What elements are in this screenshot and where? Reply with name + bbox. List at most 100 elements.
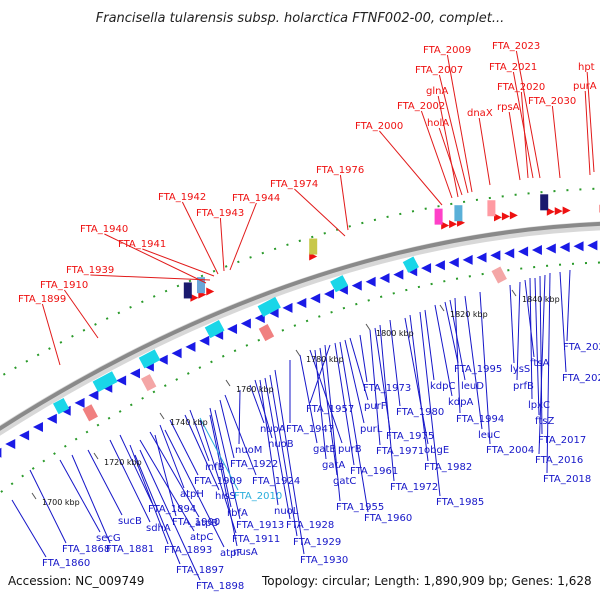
forward-gene-label[interactable]: FTA_1940	[80, 224, 128, 235]
reverse-gene-label[interactable]: FTA_1893	[164, 545, 212, 556]
reverse-gene-label[interactable]: infB	[205, 462, 225, 473]
forward-gene-label[interactable]: FTA_2021	[489, 62, 537, 73]
forward-gene-label[interactable]: FTA_2030	[528, 96, 576, 107]
reverse-gene-label[interactable]: FTA_1955	[336, 502, 384, 513]
highlighted-gene-label[interactable]: FTA_2010	[234, 491, 282, 502]
reverse-gene-label[interactable]: lpxC	[528, 400, 550, 411]
reverse-gene-arrow	[504, 248, 514, 258]
reverse-gene-label[interactable]: FTA_1972	[390, 482, 438, 493]
reverse-gene-label[interactable]: atpH	[180, 489, 204, 500]
reverse-gene-label[interactable]: FTA_1911	[232, 534, 280, 545]
gene-block	[454, 205, 462, 221]
reverse-gene-label[interactable]: gatB	[313, 444, 336, 455]
reverse-gene-label[interactable]: FTA_1924	[252, 476, 300, 487]
reverse-gene-label[interactable]: ftsZ	[535, 416, 554, 427]
reverse-gene-label[interactable]: nusA	[233, 547, 258, 558]
reverse-gene-label[interactable]: FTA_1982	[424, 462, 472, 473]
reverse-gene-label[interactable]: FTA_1957	[306, 404, 354, 415]
reverse-gene-arrow	[366, 277, 376, 287]
reverse-gene-label[interactable]: FTA_1909	[194, 476, 242, 487]
reverse-gene-label[interactable]: atpC	[190, 532, 213, 543]
reverse-gene-label[interactable]: FTA_1881	[106, 544, 154, 555]
reverse-gene-label[interactable]: FTA_1930	[300, 555, 348, 566]
reverse-gene-label[interactable]: secG	[96, 533, 121, 544]
reverse-gene-label[interactable]: rbfA	[227, 508, 248, 519]
reverse-gene-label[interactable]: FTA_1973	[363, 383, 411, 394]
reverse-gene-label[interactable]: purB	[338, 444, 362, 455]
reverse-gene-label[interactable]: FTA_1913	[236, 520, 284, 531]
forward-gene-label[interactable]: FTA_1942	[158, 192, 206, 203]
reverse-gene-label[interactable]: FTA_2018	[543, 474, 591, 485]
reverse-gene-label[interactable]: FTA_1868	[62, 544, 110, 555]
forward-gene-label[interactable]: FTA_2007	[415, 65, 463, 76]
forward-gene-label[interactable]: FTA_2009	[423, 45, 471, 56]
forward-gene-label[interactable]: FTA_2002	[397, 101, 445, 112]
forward-gene-label[interactable]: dnaX	[467, 108, 493, 119]
forward-gene-label[interactable]: FTA_1944	[232, 193, 280, 204]
reverse-gene-label[interactable]: FTA_2022	[562, 373, 600, 384]
reverse-gene-label[interactable]: FTA_1928	[286, 520, 334, 531]
forward-gene-label[interactable]: FTA_1899	[18, 294, 66, 305]
reverse-gene-label[interactable]: prfB	[513, 381, 534, 392]
reverse-gene-label[interactable]: FTA_1975	[386, 431, 434, 442]
forward-gene-label[interactable]: holA	[427, 118, 449, 129]
reverse-gene-label[interactable]: FTA_1947	[286, 424, 334, 435]
reverse-gene-label[interactable]: FTA_1995	[454, 364, 502, 375]
reverse-gene-label[interactable]: purF	[364, 401, 387, 412]
forward-gene-label[interactable]: FTA_1943	[196, 208, 244, 219]
reverse-gene-label[interactable]: lysS	[510, 364, 530, 375]
reverse-gene-arrow	[282, 303, 292, 313]
reverse-gene-label[interactable]: FTA_1922	[230, 459, 278, 470]
reverse-gene-label[interactable]: kdpC	[430, 381, 455, 392]
reverse-gene-label[interactable]: gatC	[333, 476, 356, 487]
reverse-gene-label[interactable]: FTA_1980	[396, 407, 444, 418]
reverse-gene-label[interactable]: leuC	[478, 430, 500, 441]
reverse-gene-label[interactable]: FTA_2016	[535, 455, 583, 466]
reverse-gene-arrow	[310, 293, 320, 303]
reverse-gene-label[interactable]: FTA_1900	[172, 517, 220, 528]
reverse-gene-label[interactable]: FTA_2017	[538, 435, 586, 446]
forward-gene-label[interactable]: glnA	[426, 86, 448, 97]
forward-gene-label[interactable]: FTA_2023	[492, 41, 540, 52]
reverse-gene-label[interactable]: FTA_1971	[376, 446, 424, 457]
reverse-gene-label[interactable]: FTA_1898	[196, 581, 244, 592]
forward-gene-label[interactable]: FTA_1974	[270, 179, 318, 190]
reverse-gene-label[interactable]: ftsA	[530, 358, 549, 369]
forward-gene-label[interactable]: FTA_1910	[40, 280, 88, 291]
gene-labels: FTA_1899 FTA_1910 FTA_1939 FTA_1941 FTA_1940…	[18, 41, 600, 592]
reverse-gene-label[interactable]: FTA_1897	[176, 565, 224, 576]
reverse-gene-label[interactable]: FTA_1960	[364, 513, 412, 524]
reverse-gene-label[interactable]: hisS	[215, 491, 236, 502]
forward-gene-label[interactable]: FTA_2020	[497, 82, 545, 93]
reverse-gene-label[interactable]: FTA_1894	[148, 504, 196, 515]
reverse-gene-label[interactable]: kdpA	[448, 397, 473, 408]
reverse-gene-label[interactable]: sdhA	[146, 523, 171, 534]
reverse-gene-label[interactable]: nuoM	[235, 445, 262, 456]
forward-gene-label[interactable]: hpt	[578, 62, 595, 73]
forward-gene-label[interactable]: FTA_1939	[66, 265, 114, 276]
reverse-gene-label[interactable]: nuoB	[268, 439, 294, 450]
forward-gene-label[interactable]: purA	[573, 81, 597, 92]
reverse-gene-label[interactable]: FTA_1860	[42, 558, 90, 569]
reverse-gene-arrow	[435, 260, 445, 270]
kbp-tick-mark	[94, 453, 98, 459]
reverse-gene-label[interactable]: obgE	[424, 445, 449, 456]
reverse-gene-label[interactable]: purL	[360, 424, 383, 435]
reverse-gene-label[interactable]: FTA_2004	[486, 445, 534, 456]
forward-gene-label[interactable]: FTA_2000	[355, 121, 403, 132]
reverse-gene-label[interactable]: gatA	[322, 460, 345, 471]
reverse-gene-label[interactable]: nuoL	[274, 506, 299, 517]
reverse-gene-label[interactable]: leuD	[461, 381, 484, 392]
reverse-gene-label[interactable]: FTA_2024	[563, 342, 600, 353]
reverse-gene-label[interactable]: sucB	[118, 516, 142, 527]
forward-gene-label[interactable]: rpsA	[497, 102, 520, 113]
reverse-gene-label[interactable]: FTA_1985	[436, 497, 484, 508]
reverse-gene-label[interactable]: FTA_1961	[350, 466, 398, 477]
forward-gene-label[interactable]: FTA_1941	[118, 239, 166, 250]
gene-block	[309, 239, 317, 255]
reverse-gene-label[interactable]: FTA_1994	[456, 414, 504, 425]
forward-gene-label[interactable]: FTA_1976	[316, 165, 364, 176]
reverse-gene-label[interactable]: FTA_1929	[293, 537, 341, 548]
reverse-gene-label[interactable]: nuoA	[260, 424, 286, 435]
